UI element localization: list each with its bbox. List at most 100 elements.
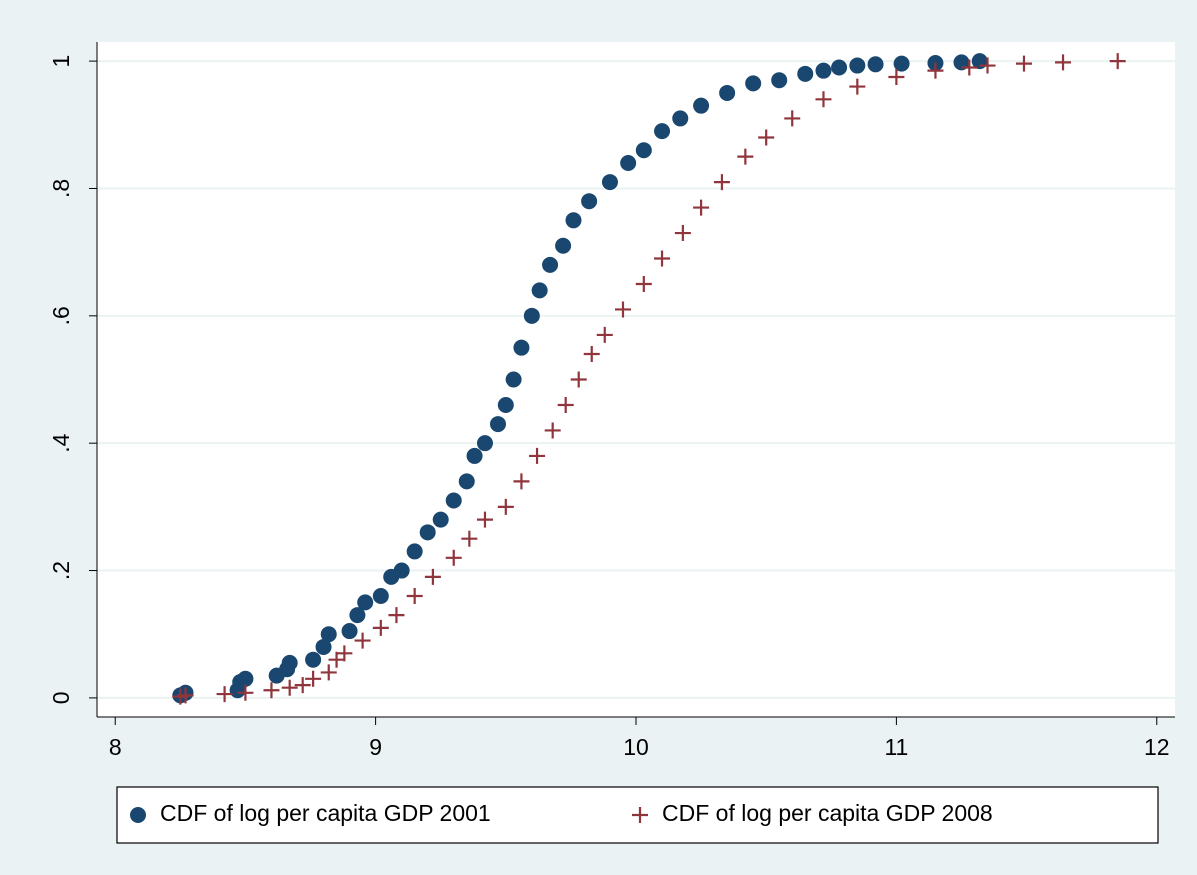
point	[713, 174, 730, 191]
point	[406, 588, 423, 605]
point	[497, 396, 514, 413]
point	[529, 447, 546, 464]
point	[263, 682, 280, 699]
point	[831, 59, 848, 76]
point	[531, 282, 548, 299]
point	[419, 524, 436, 541]
point	[476, 511, 493, 528]
legend-marker	[130, 807, 146, 823]
point	[489, 416, 506, 433]
point	[601, 174, 618, 191]
y-tick-label: .8	[48, 179, 74, 198]
point	[336, 645, 353, 662]
x-tick-label: 11	[884, 734, 908, 760]
point	[388, 607, 405, 624]
point	[406, 543, 423, 560]
point	[281, 679, 298, 696]
point	[372, 619, 389, 636]
point	[372, 588, 389, 605]
point	[320, 626, 337, 643]
point	[458, 473, 475, 490]
point	[466, 447, 483, 464]
y-tick-label: 0	[48, 691, 74, 704]
point	[555, 237, 572, 254]
point	[177, 687, 194, 704]
point	[784, 110, 801, 127]
point	[513, 473, 530, 490]
point	[815, 91, 832, 108]
x-tick-label: 10	[623, 734, 649, 760]
point	[294, 677, 311, 694]
legend-label: CDF of log per capita GDP 2001	[160, 800, 491, 826]
y-tick-label: .4	[48, 433, 74, 452]
point	[393, 562, 410, 579]
point	[357, 594, 374, 611]
point	[927, 62, 944, 79]
point	[432, 511, 449, 528]
point	[354, 632, 371, 649]
point	[583, 346, 600, 363]
point	[544, 422, 561, 439]
point	[654, 250, 671, 267]
point	[315, 638, 332, 655]
x-tick-label: 9	[369, 734, 382, 760]
point	[893, 55, 910, 72]
point	[505, 371, 522, 388]
x-tick-label: 8	[109, 734, 122, 760]
point	[445, 549, 462, 566]
point	[849, 57, 866, 74]
point	[654, 123, 671, 140]
point	[797, 65, 814, 82]
point	[849, 78, 866, 95]
point	[745, 75, 762, 92]
point	[758, 129, 775, 146]
point	[461, 530, 478, 547]
point	[635, 275, 652, 292]
point	[979, 57, 996, 74]
point	[305, 670, 322, 687]
point	[565, 212, 582, 229]
y-tick-label: 1	[48, 55, 74, 68]
plot-area	[97, 42, 1175, 717]
point	[497, 498, 514, 515]
point	[237, 684, 254, 701]
point	[349, 607, 366, 624]
point	[693, 199, 710, 216]
point	[867, 56, 884, 73]
legend-marker	[632, 807, 648, 823]
point	[513, 339, 530, 356]
point	[445, 492, 462, 509]
point	[1109, 53, 1126, 70]
point	[570, 371, 587, 388]
point	[424, 568, 441, 585]
point	[614, 301, 631, 318]
x-tick-label: 12	[1144, 734, 1170, 760]
point	[771, 72, 788, 89]
point	[237, 670, 254, 687]
point	[305, 651, 322, 668]
point	[961, 59, 978, 76]
point	[1015, 55, 1032, 72]
point	[542, 256, 559, 273]
point	[1055, 54, 1072, 71]
point	[320, 664, 337, 681]
point	[620, 154, 637, 171]
point	[635, 142, 652, 159]
y-tick-label: .2	[48, 561, 74, 580]
point	[719, 84, 736, 101]
point	[581, 193, 598, 210]
point	[737, 148, 754, 165]
point	[216, 686, 233, 703]
point	[693, 97, 710, 114]
point	[888, 69, 905, 86]
point	[557, 396, 574, 413]
point	[815, 62, 832, 79]
legend-label: CDF of log per capita GDP 2008	[662, 800, 993, 826]
y-tick-label: .6	[48, 306, 74, 325]
point	[672, 110, 689, 127]
point	[596, 326, 613, 343]
point	[281, 654, 298, 671]
point	[523, 307, 540, 324]
